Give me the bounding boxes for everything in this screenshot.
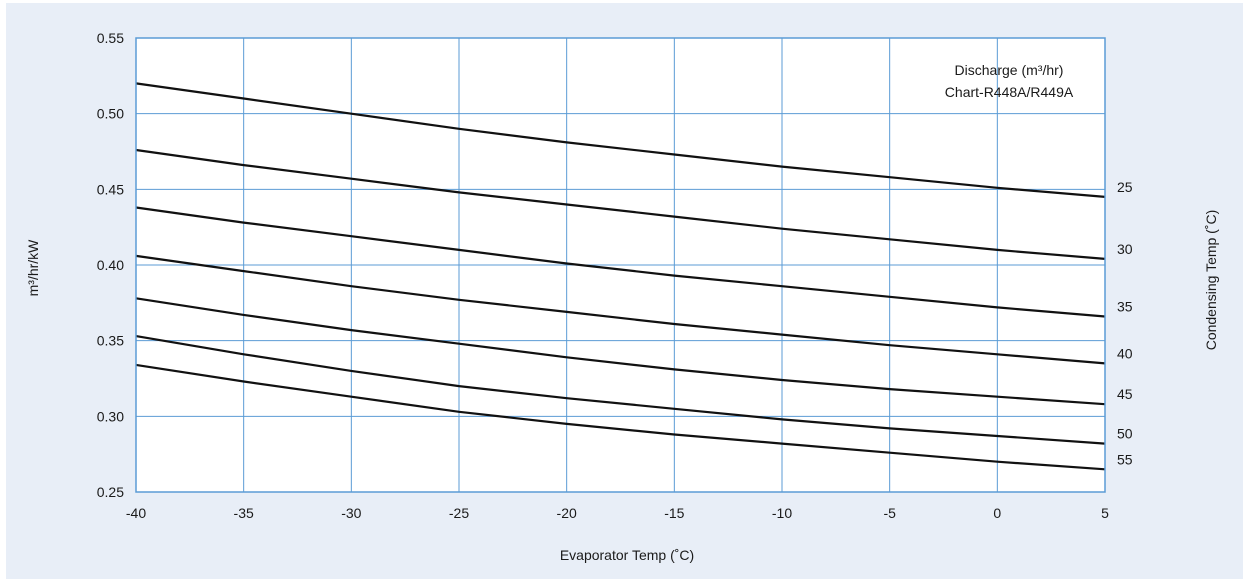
series-label-35: 35 — [1117, 298, 1133, 314]
y-tick-label: 0.35 — [97, 333, 124, 349]
x-tick-label: -40 — [126, 505, 146, 521]
right-axis-title: Condensing Temp (˚C) — [1203, 210, 1219, 351]
y-tick-label: 0.30 — [97, 408, 124, 424]
x-tick-labels: -40 -35 -30 -25 -20 -15 -10 -5 0 5 — [126, 505, 1109, 521]
series-line-35 — [135, 206, 1106, 318]
y-tick-label: 0.55 — [97, 30, 124, 46]
condensing-temp-labels: 25 30 35 40 45 50 55 — [1117, 179, 1133, 467]
series-label-40: 40 — [1117, 345, 1133, 361]
y-tick-labels: 0.25 0.30 0.35 0.40 0.45 0.50 0.55 — [97, 30, 124, 500]
series-line-55 — [135, 363, 1106, 471]
x-tick-label: -10 — [772, 505, 792, 521]
chart-subtitle: Chart-R448A/R449A — [945, 84, 1074, 100]
y-tick-label: 0.50 — [97, 106, 124, 122]
x-tick-label: -25 — [449, 505, 469, 521]
series-label-50: 50 — [1117, 426, 1133, 442]
y-axis-title: m³/hr/kW — [25, 239, 41, 297]
x-axis-title: Evaporator Temp (˚C) — [560, 547, 694, 563]
series-line-45 — [135, 297, 1106, 406]
y-tick-label: 0.40 — [97, 257, 124, 273]
x-tick-label: -5 — [883, 505, 896, 521]
y-tick-label: 0.25 — [97, 484, 124, 500]
series-line-50 — [135, 335, 1106, 445]
chart-title: Discharge (m³/hr) — [955, 62, 1064, 78]
x-tick-label: -15 — [664, 505, 684, 521]
series-label-55: 55 — [1117, 451, 1133, 467]
discharge-line-chart: -40 -35 -30 -25 -20 -15 -10 -5 0 5 0.250.300.350.… — [25, 30, 1219, 563]
series-line-25 — [135, 82, 1106, 198]
y-tick-label: 0.45 — [97, 181, 124, 197]
series-line-30 — [135, 148, 1106, 260]
series-line-40 — [135, 254, 1106, 365]
x-tick-label: -35 — [234, 505, 254, 521]
series-lines — [135, 82, 1106, 471]
series-label-25: 25 — [1117, 179, 1133, 195]
x-tick-label: 0 — [993, 505, 1001, 521]
plot-border — [135, 37, 1106, 493]
x-tick-label: -30 — [341, 505, 361, 521]
chart-frame: -40 -35 -30 -25 -20 -15 -10 -5 0 5 0.25 0.30 0.35 0.… — [6, 3, 1243, 579]
x-tick-label: -20 — [557, 505, 577, 521]
series-label-30: 30 — [1117, 241, 1133, 257]
series-label-45: 45 — [1117, 386, 1133, 402]
x-tick-label: 5 — [1101, 505, 1109, 521]
